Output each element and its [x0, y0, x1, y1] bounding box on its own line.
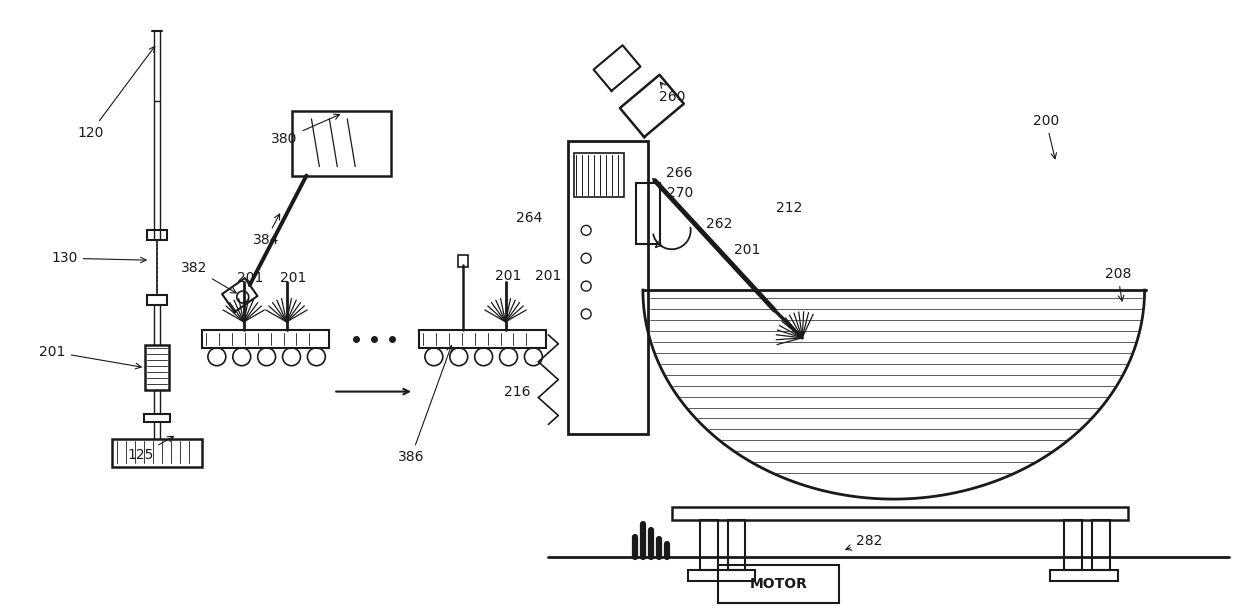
Text: 130: 130 — [51, 251, 146, 265]
Text: 201: 201 — [734, 243, 760, 257]
Bar — [636, 182, 660, 244]
Bar — [145, 345, 169, 390]
Text: 201: 201 — [536, 269, 562, 283]
Text: 384: 384 — [253, 214, 280, 247]
Bar — [144, 415, 170, 422]
Text: 260: 260 — [658, 82, 684, 104]
Text: MOTOR: MOTOR — [749, 577, 807, 591]
Text: 125: 125 — [126, 436, 174, 462]
Text: 216: 216 — [503, 385, 529, 399]
Bar — [148, 295, 167, 305]
Bar — [672, 507, 1127, 520]
Bar — [568, 141, 647, 435]
Text: 270: 270 — [667, 185, 693, 199]
Text: 266: 266 — [666, 165, 693, 179]
Text: 382: 382 — [181, 261, 237, 293]
Text: 201: 201 — [40, 345, 141, 369]
Text: 386: 386 — [398, 345, 453, 464]
Text: 201: 201 — [237, 271, 263, 285]
Bar — [148, 230, 167, 241]
Text: 201: 201 — [495, 269, 522, 283]
Bar — [1050, 570, 1117, 581]
Bar — [291, 111, 391, 176]
Bar — [699, 520, 718, 570]
Text: 120: 120 — [77, 47, 155, 140]
Bar — [728, 520, 745, 570]
Text: 208: 208 — [1105, 267, 1131, 301]
Text: 201: 201 — [280, 271, 306, 285]
Bar — [202, 330, 330, 348]
Bar — [113, 439, 202, 467]
Text: 282: 282 — [846, 534, 882, 550]
Bar — [688, 570, 755, 581]
Text: 212: 212 — [776, 201, 802, 216]
Text: 264: 264 — [517, 211, 543, 225]
Text: 262: 262 — [707, 218, 733, 231]
Bar — [574, 153, 624, 198]
Bar — [419, 330, 547, 348]
Text: 200: 200 — [1033, 114, 1059, 159]
Bar — [458, 255, 467, 267]
Bar — [1092, 520, 1110, 570]
Bar — [718, 565, 839, 602]
Text: 380: 380 — [272, 114, 340, 146]
Bar — [1064, 520, 1081, 570]
